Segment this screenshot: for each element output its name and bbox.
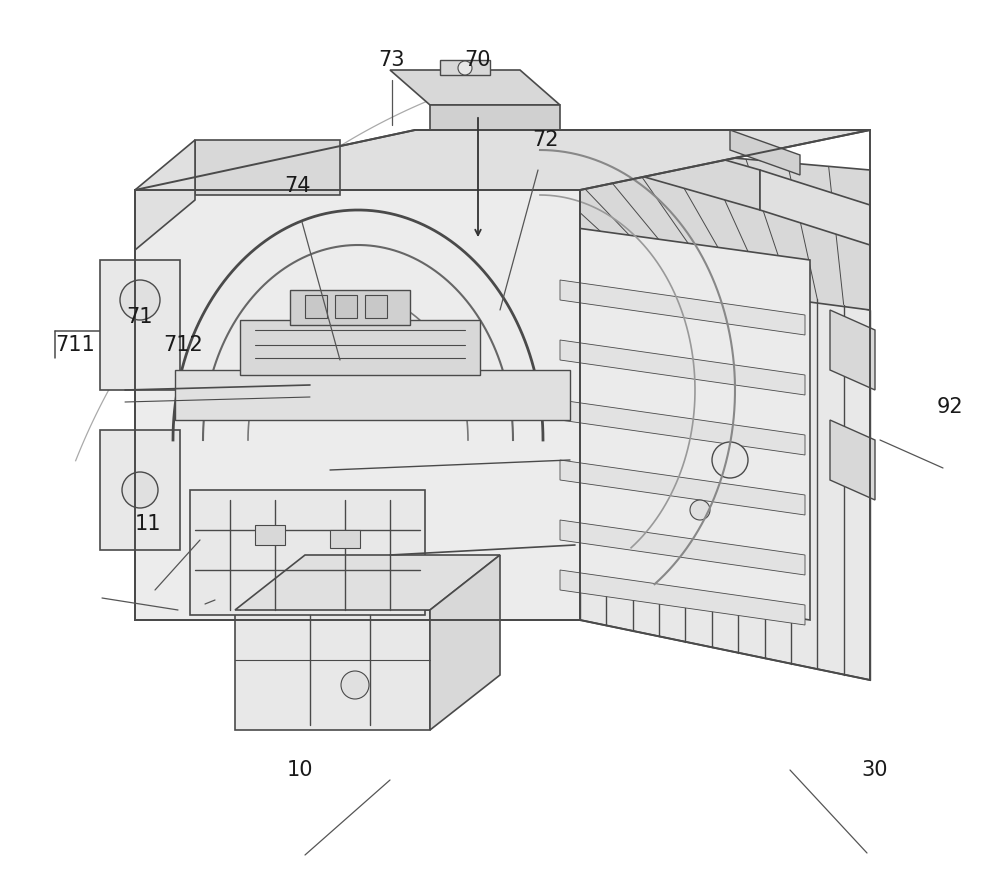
Polygon shape — [100, 430, 180, 550]
Text: 74: 74 — [285, 176, 311, 196]
Polygon shape — [760, 170, 870, 245]
Circle shape — [712, 442, 748, 478]
Polygon shape — [135, 190, 580, 620]
Polygon shape — [830, 420, 875, 500]
Polygon shape — [135, 130, 870, 190]
Circle shape — [122, 472, 158, 508]
Text: 73: 73 — [379, 50, 405, 70]
Polygon shape — [100, 260, 180, 390]
Polygon shape — [240, 320, 480, 375]
Polygon shape — [330, 530, 360, 548]
Text: 711: 711 — [55, 335, 95, 355]
Polygon shape — [560, 400, 805, 455]
Polygon shape — [335, 295, 357, 318]
Polygon shape — [190, 490, 425, 615]
Text: 712: 712 — [163, 335, 203, 355]
Polygon shape — [290, 290, 410, 325]
Polygon shape — [560, 460, 805, 515]
Polygon shape — [580, 250, 870, 680]
Polygon shape — [305, 295, 327, 318]
Text: 92: 92 — [937, 397, 963, 417]
Polygon shape — [560, 520, 805, 575]
Polygon shape — [620, 130, 760, 210]
Polygon shape — [830, 310, 875, 390]
Polygon shape — [365, 295, 387, 318]
Polygon shape — [235, 610, 430, 730]
Polygon shape — [555, 225, 810, 620]
Polygon shape — [560, 570, 805, 625]
Polygon shape — [430, 105, 560, 130]
Polygon shape — [135, 140, 195, 250]
Text: 10: 10 — [287, 760, 313, 780]
Circle shape — [458, 61, 472, 75]
Polygon shape — [440, 60, 490, 75]
Polygon shape — [175, 370, 570, 420]
Circle shape — [120, 280, 160, 320]
Text: 70: 70 — [465, 50, 491, 70]
Text: 71: 71 — [127, 307, 153, 327]
Polygon shape — [235, 555, 500, 610]
Polygon shape — [390, 70, 560, 105]
Polygon shape — [255, 525, 285, 545]
Polygon shape — [195, 140, 340, 195]
Polygon shape — [430, 555, 500, 730]
Text: 11: 11 — [135, 514, 161, 534]
Polygon shape — [730, 130, 800, 175]
Text: 30: 30 — [862, 760, 888, 780]
Polygon shape — [415, 130, 870, 310]
Polygon shape — [560, 340, 805, 395]
Circle shape — [690, 500, 710, 520]
Circle shape — [341, 671, 369, 699]
Text: 72: 72 — [532, 130, 558, 150]
Polygon shape — [560, 280, 805, 335]
